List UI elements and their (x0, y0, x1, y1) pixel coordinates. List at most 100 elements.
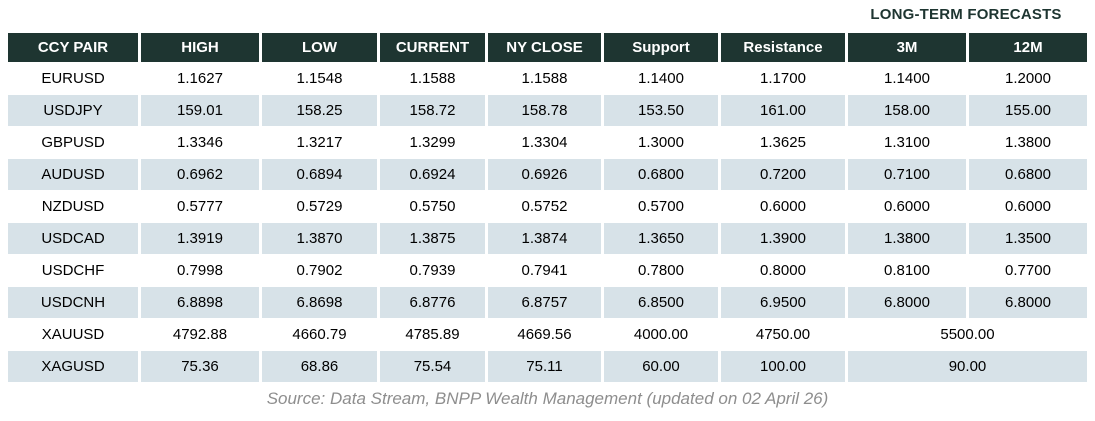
value-cell: 0.6800 (969, 159, 1087, 190)
ccy-pair-cell: AUDUSD (8, 159, 138, 190)
table-body: EURUSD 1.1627 1.1548 1.1588 1.1588 1.1400 1.17… (8, 63, 1087, 382)
value-cell: 4000.00 (604, 319, 718, 350)
column-header-12m: 12M (969, 33, 1087, 62)
value-cell: 0.6000 (969, 191, 1087, 222)
column-header-resistance: Resistance (721, 33, 845, 62)
value-cell: 4660.79 (262, 319, 377, 350)
value-cell: 0.6000 (848, 191, 966, 222)
value-cell: 1.3304 (488, 127, 601, 158)
value-cell: 0.6894 (262, 159, 377, 190)
header-row: CCY PAIR HIGH LOW CURRENT NY CLOSE Support Res… (8, 33, 1087, 62)
ccy-pair-cell: USDCAD (8, 223, 138, 254)
ccy-pair-cell: XAUUSD (8, 319, 138, 350)
value-cell: 1.3919 (141, 223, 259, 254)
value-cell: 0.5700 (604, 191, 718, 222)
value-cell: 1.3217 (262, 127, 377, 158)
value-cell: 6.8776 (380, 287, 485, 318)
value-cell: 75.36 (141, 351, 259, 382)
value-cell: 0.6800 (604, 159, 718, 190)
value-cell: 0.7941 (488, 255, 601, 286)
value-cell: 1.3875 (380, 223, 485, 254)
ccy-pair-cell: XAGUSD (8, 351, 138, 382)
value-cell: 6.8000 (969, 287, 1087, 318)
table-row-usdchf: USDCHF 0.7998 0.7902 0.7939 0.7941 0.7800 0.80… (8, 255, 1087, 286)
value-cell: 1.3650 (604, 223, 718, 254)
column-header-3m: 3M (848, 33, 966, 62)
table-row-xauusd: XAUUSD 4792.88 4660.79 4785.89 4669.56 4000.0… (8, 319, 1087, 350)
ccy-pair-cell: USDCHF (8, 255, 138, 286)
value-cell: 1.1400 (604, 63, 718, 94)
value-cell: 158.78 (488, 95, 601, 126)
value-cell: 0.5750 (380, 191, 485, 222)
value-cell: 0.7700 (969, 255, 1087, 286)
column-header-ccy-pair: CCY PAIR (8, 33, 138, 62)
value-cell: 1.1548 (262, 63, 377, 94)
merged-forecast-cell: 90.00 (848, 351, 1087, 382)
value-cell: 4792.88 (141, 319, 259, 350)
fx-forecast-table: CCY PAIR HIGH LOW CURRENT NY CLOSE Support Res… (5, 32, 1090, 383)
table-row-gbpusd: GBPUSD 1.3346 1.3217 1.3299 1.3304 1.3000 1.36… (8, 127, 1087, 158)
value-cell: 1.3900 (721, 223, 845, 254)
value-cell: 4785.89 (380, 319, 485, 350)
column-header-high: HIGH (141, 33, 259, 62)
value-cell: 1.2000 (969, 63, 1087, 94)
value-cell: 1.1627 (141, 63, 259, 94)
table-row-usdcnh: USDCNH 6.8898 6.8698 6.8776 6.8757 6.8500 6.95… (8, 287, 1087, 318)
value-cell: 1.3000 (604, 127, 718, 158)
value-cell: 0.7902 (262, 255, 377, 286)
value-cell: 1.3800 (969, 127, 1087, 158)
table-row-xagusd: XAGUSD 75.36 68.86 75.54 75.11 60.00 100.00 90.… (8, 351, 1087, 382)
value-cell: 1.3874 (488, 223, 601, 254)
value-cell: 1.1400 (848, 63, 966, 94)
value-cell: 153.50 (604, 95, 718, 126)
value-cell: 0.7939 (380, 255, 485, 286)
value-cell: 1.3346 (141, 127, 259, 158)
value-cell: 68.86 (262, 351, 377, 382)
ccy-pair-cell: GBPUSD (8, 127, 138, 158)
value-cell: 158.00 (848, 95, 966, 126)
value-cell: 0.7100 (848, 159, 966, 190)
merged-forecast-cell: 5500.00 (848, 319, 1087, 350)
value-cell: 0.5752 (488, 191, 601, 222)
value-cell: 6.8757 (488, 287, 601, 318)
value-cell: 158.25 (262, 95, 377, 126)
table-header: CCY PAIR HIGH LOW CURRENT NY CLOSE Support Res… (8, 33, 1087, 62)
value-cell: 0.8100 (848, 255, 966, 286)
value-cell: 1.1700 (721, 63, 845, 94)
ccy-pair-cell: USDJPY (8, 95, 138, 126)
table-row-nzdusd: NZDUSD 0.5777 0.5729 0.5750 0.5752 0.5700 0.60… (8, 191, 1087, 222)
value-cell: 75.11 (488, 351, 601, 382)
value-cell: 6.9500 (721, 287, 845, 318)
value-cell: 4750.00 (721, 319, 845, 350)
value-cell: 1.3299 (380, 127, 485, 158)
value-cell: 0.6962 (141, 159, 259, 190)
value-cell: 1.1588 (380, 63, 485, 94)
value-cell: 0.6926 (488, 159, 601, 190)
value-cell: 4669.56 (488, 319, 601, 350)
value-cell: 6.8898 (141, 287, 259, 318)
table-row-usdjpy: USDJPY 159.01 158.25 158.72 158.78 153.50 161.… (8, 95, 1087, 126)
value-cell: 0.7998 (141, 255, 259, 286)
value-cell: 0.6924 (380, 159, 485, 190)
table-row-eurusd: EURUSD 1.1627 1.1548 1.1588 1.1588 1.1400 1.17… (8, 63, 1087, 94)
value-cell: 0.7800 (604, 255, 718, 286)
value-cell: 1.3100 (848, 127, 966, 158)
value-cell: 0.8000 (721, 255, 845, 286)
value-cell: 1.3800 (848, 223, 966, 254)
table-row-usdcad: USDCAD 1.3919 1.3870 1.3875 1.3874 1.3650 1.39… (8, 223, 1087, 254)
table-row-audusd: AUDUSD 0.6962 0.6894 0.6924 0.6926 0.6800 0.72… (8, 159, 1087, 190)
value-cell: 6.8000 (848, 287, 966, 318)
source-note: Source: Data Stream, BNPP Wealth Managem… (266, 389, 829, 408)
value-cell: 0.5729 (262, 191, 377, 222)
value-cell: 1.3500 (969, 223, 1087, 254)
ccy-pair-cell: NZDUSD (8, 191, 138, 222)
ccy-pair-cell: EURUSD (8, 63, 138, 94)
value-cell: 75.54 (380, 351, 485, 382)
value-cell: 155.00 (969, 95, 1087, 126)
long-term-forecasts-title: LONG-TERM FORECASTS (870, 6, 1062, 23)
value-cell: 0.7200 (721, 159, 845, 190)
value-cell: 1.3625 (721, 127, 845, 158)
value-cell: 158.72 (380, 95, 485, 126)
value-cell: 60.00 (604, 351, 718, 382)
column-header-ny-close: NY CLOSE (488, 33, 601, 62)
